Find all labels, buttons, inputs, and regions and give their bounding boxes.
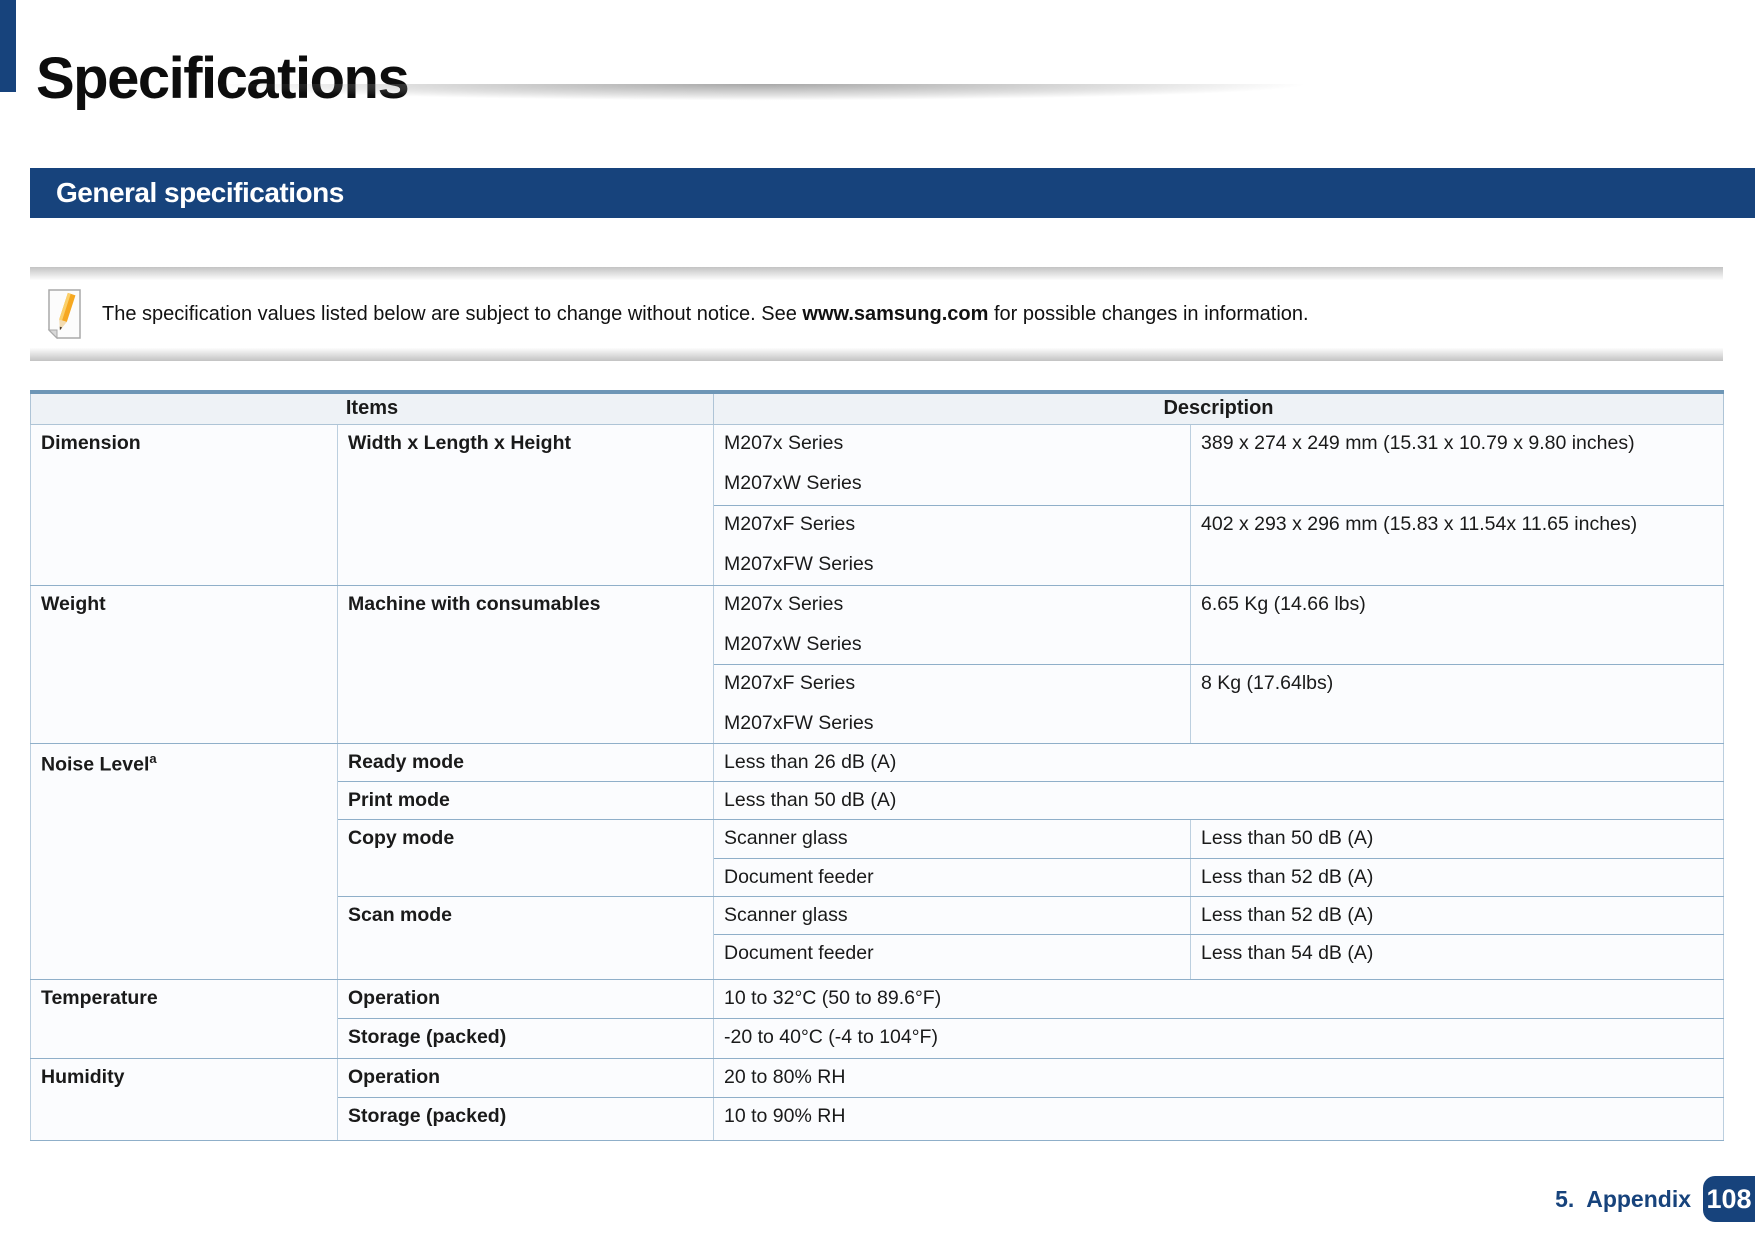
cell-item-weight: Weight xyxy=(30,584,338,744)
cell-sub-weight: Machine with consumables xyxy=(337,584,714,744)
model-line: M207x Series xyxy=(724,592,844,615)
page-number-badge: 108 xyxy=(1703,1176,1755,1222)
model-line: M207x Series xyxy=(724,431,844,454)
cell-value: 389 x 274 x 249 mm (15.31 x 10.79 x 9.80… xyxy=(1190,423,1724,506)
cell-item-noise-level: Noise Levela xyxy=(30,742,338,981)
cell-value: 20 to 80% RH xyxy=(713,1057,1724,1098)
table-row: Dimension Width x Length x Height M207x … xyxy=(30,423,1724,586)
cell-source: Document feeder xyxy=(713,857,1191,898)
cell-models: M207x Series M207xW Series xyxy=(713,423,1191,506)
cell-mode-copy: Copy mode xyxy=(337,819,714,898)
table-row: Humidity Operation 20 to 80% RH xyxy=(30,1057,1724,1141)
cell-sub-dimension: Width x Length x Height xyxy=(337,423,714,586)
cell-value: Less than 52 dB (A) xyxy=(1190,896,1724,936)
header-items: Items xyxy=(30,392,714,425)
cell-item-temperature: Temperature xyxy=(30,979,338,1059)
chapter-accent-bar xyxy=(0,0,16,92)
cell-mode-ready: Ready mode xyxy=(337,742,714,782)
cell-mode-storage: Storage (packed) xyxy=(337,1096,714,1141)
section-title: General specifications xyxy=(56,177,344,208)
cell-source: Document feeder xyxy=(713,934,1191,981)
footer-chapter-label: 5. Appendix xyxy=(1555,1185,1691,1212)
table-row: M207xF Series M207xFW Series 8 Kg (17.64… xyxy=(31,663,1724,744)
footnote-marker: a xyxy=(149,750,157,766)
section-header: General specifications xyxy=(30,168,1755,218)
general-specifications-table: Items Description Dimension Width x Leng… xyxy=(30,390,1724,1141)
model-line: M207xFW Series xyxy=(724,711,874,734)
note-text: The specification values listed below ar… xyxy=(102,303,1309,326)
cell-value: Less than 52 dB (A) xyxy=(1190,857,1724,898)
table-row: Weight Machine with consumables M207x Se… xyxy=(30,584,1724,744)
model-line: M207xW Series xyxy=(724,632,862,655)
cell-mode-operation: Operation xyxy=(337,979,714,1019)
cell-value: Less than 50 dB (A) xyxy=(713,780,1724,821)
cell-mode-storage: Storage (packed) xyxy=(337,1017,714,1059)
table-row: Storage (packed) -20 to 40°C (-4 to 104°… xyxy=(31,1017,1724,1059)
cell-mode-print: Print mode xyxy=(337,780,714,821)
cell-models: M207xF Series M207xFW Series xyxy=(713,663,1191,744)
model-line: M207xF Series xyxy=(724,512,856,535)
note-bottom-border xyxy=(30,348,1723,361)
cell-value: 8 Kg (17.64lbs) xyxy=(1190,663,1724,744)
cell-models: M207xF Series M207xFW Series xyxy=(713,504,1191,586)
cell-mode-scan: Scan mode xyxy=(337,896,714,981)
note-top-border xyxy=(30,267,1723,280)
table-row: Storage (packed) 10 to 90% RH xyxy=(31,1096,1724,1141)
model-line: M207xW Series xyxy=(724,471,862,494)
cell-mode-operation: Operation xyxy=(337,1057,714,1098)
cell-value: -20 to 40°C (-4 to 104°F) xyxy=(713,1017,1724,1059)
cell-source: Scanner glass xyxy=(713,896,1191,936)
cell-value: 10 to 32°C (50 to 89.6°F) xyxy=(713,979,1724,1019)
cell-item-humidity: Humidity xyxy=(30,1057,338,1141)
cell-value: 402 x 293 x 296 mm (15.83 x 11.54x 11.65… xyxy=(1190,504,1724,586)
table-row: Document feeder Less than 54 dB (A) xyxy=(31,934,1724,981)
note-box: The specification values listed below ar… xyxy=(30,267,1723,361)
samsung-link[interactable]: www.samsung.com xyxy=(802,302,989,325)
table-row: Document feeder Less than 52 dB (A) xyxy=(31,857,1724,898)
cell-value: Less than 50 dB (A) xyxy=(1190,819,1724,859)
cell-value: 10 to 90% RH xyxy=(713,1096,1724,1141)
page-title: Specifications xyxy=(36,45,410,111)
note-text-after: for possible changes in information. xyxy=(988,302,1309,325)
model-line: M207xF Series xyxy=(724,671,856,694)
table-row: Copy mode Scanner glass Less than 50 dB … xyxy=(31,819,1724,898)
note-text-before: The specification values listed below ar… xyxy=(102,302,803,325)
cell-source: Scanner glass xyxy=(713,819,1191,859)
table-row: M207xF Series M207xFW Series 402 x 293 x… xyxy=(31,504,1724,586)
cell-value: Less than 26 dB (A) xyxy=(713,742,1724,782)
cell-item-dimension: Dimension xyxy=(30,423,338,586)
page-footer: 5. Appendix 108 xyxy=(1555,1176,1755,1222)
table-row: Noise Levela Ready mode Less than 26 dB … xyxy=(30,742,1724,981)
cell-value: 6.65 Kg (14.66 lbs) xyxy=(1190,584,1724,665)
pencil-note-icon xyxy=(44,289,84,340)
model-line: M207xFW Series xyxy=(724,552,874,575)
table-row: Print mode Less than 50 dB (A) xyxy=(31,780,1724,821)
table-header-row: Items Description xyxy=(30,392,1724,425)
cell-value: Less than 54 dB (A) xyxy=(1190,934,1724,981)
cell-models: M207x Series M207xW Series xyxy=(713,584,1191,665)
noise-level-label: Noise Level xyxy=(41,753,150,775)
header-description: Description xyxy=(713,392,1724,425)
table-row: Temperature Operation 10 to 32°C (50 to … xyxy=(30,979,1724,1059)
title-divider-shadow xyxy=(30,84,1490,108)
table-row: Scan mode Scanner glass Less than 52 dB … xyxy=(31,896,1724,981)
